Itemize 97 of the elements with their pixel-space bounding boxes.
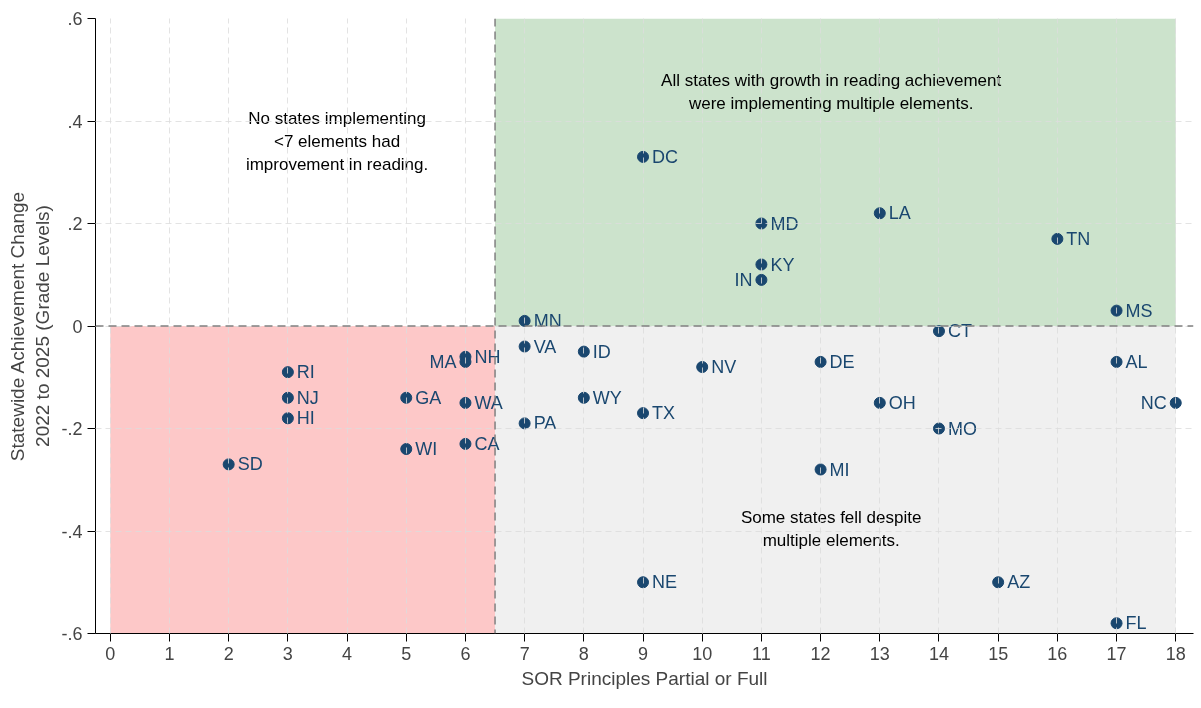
data-label: WY [592,387,622,408]
point [400,391,413,404]
y-tick-label: .2 [67,214,83,234]
y-tick-label: -.2 [61,419,83,439]
data-label: SD [237,454,263,475]
point [459,396,472,409]
point [1051,232,1064,245]
point [814,355,827,368]
data-label: ID [592,341,611,362]
data-label: KY [770,254,795,275]
data-label: HI [296,408,315,429]
data-label: RI [296,362,315,383]
x-tick-label: 14 [928,643,949,664]
x-tick-label: 4 [342,643,353,664]
data-label: MO [947,418,977,439]
y-tick-label: -.6 [61,624,83,644]
data-label: GA [415,387,442,408]
y-tick-label: .4 [67,111,83,132]
data-label: MD [770,213,799,234]
data-label: MA [429,351,457,372]
x-tick-label: 3 [282,643,293,664]
point [518,340,531,353]
point [281,412,294,425]
point [1169,396,1182,409]
point [637,576,650,589]
point [637,407,650,420]
data-label: MI [829,459,850,480]
data-label: PA [533,413,557,434]
point [222,458,235,471]
x-tick-label: 13 [869,643,890,664]
point [755,217,768,230]
annotation: Some states fell despite multiple elements. [740,508,922,550]
data-label: DE [829,351,855,372]
data-label: WI [415,439,438,459]
x-tick-label: 12 [810,643,831,664]
y-tick-label: 0 [72,316,83,337]
x-axis-title: SOR Principles Partial or Full [521,667,768,689]
data-label: CA [474,433,500,454]
point [518,417,531,430]
x-tick-label: 16 [1047,643,1068,664]
point [814,463,827,476]
data-label: TX [652,403,676,424]
data-label: WA [474,392,503,413]
x-tick-label: 7 [519,643,530,664]
x-tick-label: 2 [223,643,234,664]
x-tick-label: 11 [752,643,771,664]
data-label: AL [1125,351,1148,372]
data-label: DC [652,146,679,167]
point [992,576,1005,589]
x-tick-label: 17 [1106,643,1127,664]
x-tick-label: 8 [578,643,589,664]
data-label: VA [533,336,557,357]
point [755,273,768,286]
point [932,325,945,338]
point [518,314,531,327]
x-tick-label: 1 [164,643,175,664]
y-axis-title: Statewide Achievement Change 2022 to 2025 (Grade Levels) [7,191,54,462]
x-tick-label: 15 [988,643,1009,664]
point [577,391,590,404]
point [577,345,590,358]
point [459,437,472,450]
y-tick-label: -.4 [61,521,83,542]
data-label: NH [474,346,501,367]
x-tick-label: 18 [1165,643,1186,664]
data-label: MS [1125,300,1153,321]
point [932,422,945,435]
annotation: All states with growth in reading achievement were implementing multiple elements. [661,71,1002,114]
point [873,207,886,220]
data-label: LA [888,203,911,224]
data-label: MN [533,310,562,331]
x-tick-label: 10 [692,643,713,664]
x-tick-label: 5 [401,643,412,664]
data-label: TN [1066,228,1091,249]
point [637,150,650,163]
x-tick-label: 9 [638,643,649,664]
point [1110,355,1123,368]
x-tick-label: 0 [105,643,116,664]
data-label: FL [1125,613,1147,634]
point [400,443,413,455]
point [281,366,294,379]
data-label: OH [888,392,916,413]
data-label: NE [652,572,678,593]
y-tick-label: .6 [67,9,83,29]
point [696,361,709,373]
point [281,391,294,404]
data-label: NC [1140,392,1167,413]
annotation: No states implementing <7 elements had improvement in reading. [245,109,429,174]
x-tick-label: 6 [460,643,471,664]
point [873,396,886,409]
data-label: NV [711,357,737,377]
point [1110,617,1123,630]
data-label: IN [734,269,753,290]
data-label: CT [947,321,972,342]
point [1110,304,1123,317]
point [755,258,768,271]
data-label: AZ [1007,572,1031,593]
data-label: NJ [296,387,319,408]
